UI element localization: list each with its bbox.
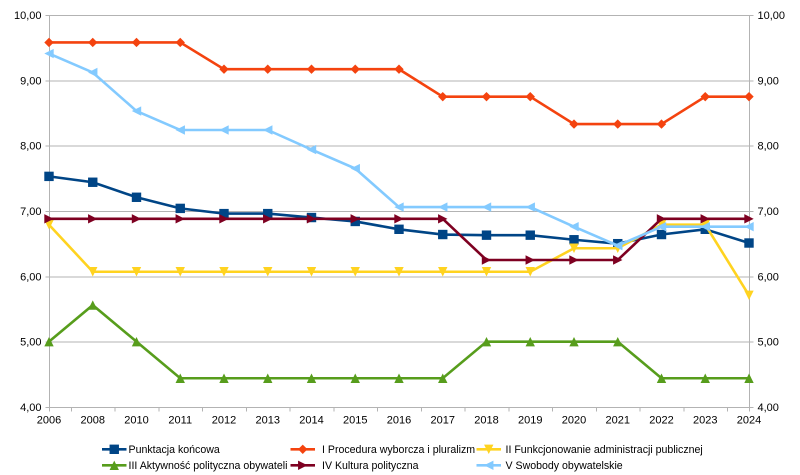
svg-text:9,00: 9,00	[20, 75, 41, 87]
svg-text:Punktacja końcowa: Punktacja końcowa	[129, 444, 220, 456]
svg-text:6,00: 6,00	[20, 271, 41, 283]
svg-text:10,00: 10,00	[758, 10, 786, 22]
svg-text:2012: 2012	[212, 415, 236, 427]
svg-text:6,00: 6,00	[758, 271, 779, 283]
svg-text:2019: 2019	[518, 415, 542, 427]
svg-text:7,00: 7,00	[758, 206, 779, 218]
svg-text:2023: 2023	[693, 415, 717, 427]
svg-text:8,00: 8,00	[758, 141, 779, 153]
svg-text:2008: 2008	[81, 415, 105, 427]
svg-text:2022: 2022	[649, 415, 673, 427]
svg-text:8,00: 8,00	[20, 141, 41, 153]
svg-text:2015: 2015	[343, 415, 367, 427]
svg-text:2021: 2021	[606, 415, 630, 427]
svg-text:V Swobody obywatelskie: V Swobody obywatelskie	[506, 460, 623, 472]
svg-text:2010: 2010	[124, 415, 148, 427]
svg-text:2011: 2011	[168, 415, 192, 427]
svg-text:2006: 2006	[37, 415, 61, 427]
svg-text:2024: 2024	[737, 415, 761, 427]
svg-text:7,00: 7,00	[20, 206, 41, 218]
svg-text:III Aktywność polityczna obywa: III Aktywność polityczna obywateli	[129, 460, 288, 472]
svg-text:2013: 2013	[256, 415, 280, 427]
svg-text:4,00: 4,00	[20, 402, 41, 414]
svg-text:4,00: 4,00	[758, 402, 779, 414]
svg-text:5,00: 5,00	[20, 337, 41, 349]
svg-text:I Procedura wyborcza i plurali: I Procedura wyborcza i pluralizm	[322, 444, 475, 456]
svg-text:2014: 2014	[299, 415, 323, 427]
svg-text:9,00: 9,00	[758, 75, 779, 87]
svg-text:IV Kultura polityczna: IV Kultura polityczna	[322, 460, 419, 472]
svg-text:5,00: 5,00	[758, 337, 779, 349]
svg-text:10,00: 10,00	[14, 10, 42, 22]
svg-text:2017: 2017	[431, 415, 455, 427]
svg-text:II Funkcjonowanie administracj: II Funkcjonowanie administracji publiczn…	[506, 444, 703, 456]
svg-text:2016: 2016	[387, 415, 411, 427]
svg-text:2018: 2018	[474, 415, 498, 427]
svg-text:2020: 2020	[562, 415, 586, 427]
